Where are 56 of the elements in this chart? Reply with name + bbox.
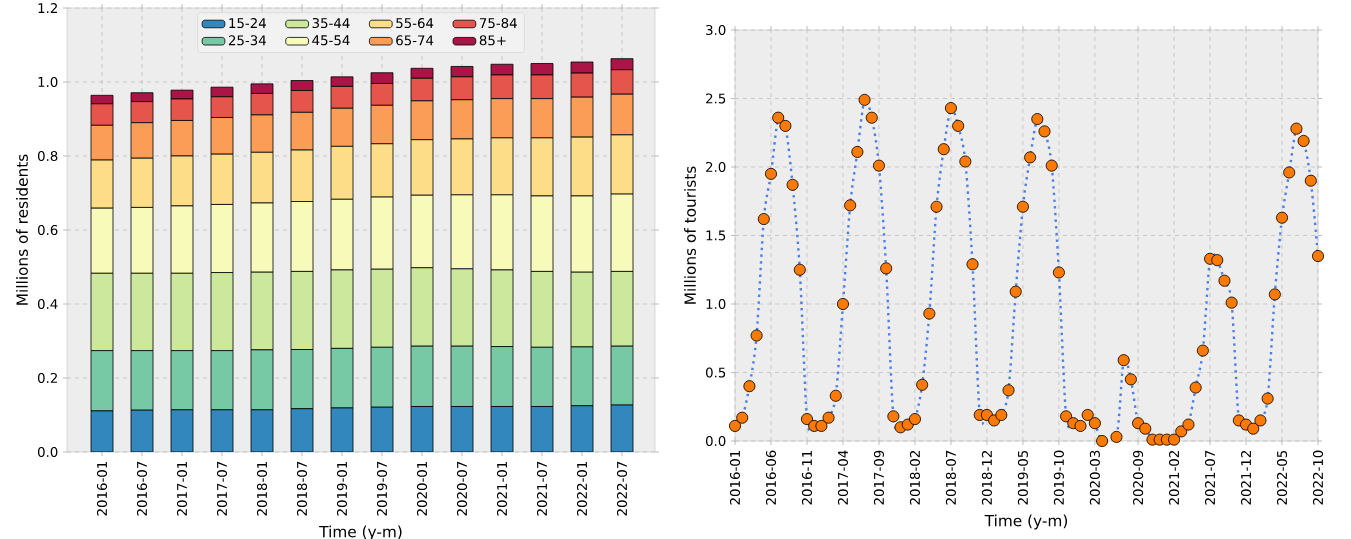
x-tick-label: 2022-10 — [1312, 450, 1324, 505]
x-tick-label: 2016-11 — [801, 450, 813, 505]
x-tick-label: 2016-01 — [729, 450, 741, 505]
y-tick-label: 1.0 — [706, 298, 726, 310]
y-tick-label: 1.0 — [38, 76, 58, 88]
x-tick-label: 2022-01 — [576, 461, 588, 516]
x-tick-label: 2019-10 — [1053, 450, 1064, 505]
x-tick-label: 2020-07 — [456, 461, 468, 516]
legend-label: 15-24 — [229, 18, 266, 29]
y-tick-label: 0.0 — [37, 446, 58, 458]
legend-label: 35-44 — [312, 18, 350, 29]
legend-label: 75-84 — [479, 18, 517, 29]
y-axis-title: Millions of residents — [16, 154, 28, 305]
x-tick-label: 2017-07 — [216, 461, 228, 516]
x-tick-label: 2019-07 — [376, 461, 388, 516]
y-tick-label: 3.0 — [706, 24, 726, 36]
x-tick-label: 2022-05 — [1276, 450, 1288, 505]
y-tick-label: 1.5 — [706, 230, 726, 241]
legend-label: 25-34 — [228, 35, 266, 46]
x-tick-label: 2017-09 — [873, 450, 884, 505]
y-tick-label: 0.0 — [705, 435, 726, 447]
x-tick-label: 2018-07 — [945, 450, 956, 505]
x-tick-label: 2019-01 — [336, 461, 348, 516]
x-tick-label: 2021-07 — [536, 461, 548, 516]
y-axis-title: Millions of tourists — [684, 166, 696, 304]
x-tick-label: 2021-01 — [496, 461, 508, 516]
x-tick-label: 2020-01 — [416, 461, 428, 516]
x-tick-label: 2020-03 — [1089, 450, 1100, 505]
legend-label: 85+ — [479, 35, 506, 46]
y-tick-label: 0.4 — [37, 298, 58, 310]
y-tick-label: 0.5 — [705, 367, 726, 378]
x-tick-label: 2021-02 — [1169, 451, 1180, 505]
x-tick-label: 2017-04 — [837, 450, 849, 505]
y-tick-label: 1.2 — [38, 3, 57, 13]
x-tick-label: 2018-07 — [296, 461, 308, 516]
x-tick-label: 2016-07 — [136, 461, 148, 516]
x-tick-label: 2018-02 — [909, 451, 920, 505]
x-tick-label: 2017-01 — [176, 461, 188, 516]
x-tick-label: 2016-06 — [765, 450, 777, 505]
x-axis-title: Time (y-m) — [984, 514, 1068, 530]
x-tick-label: 2019-05 — [1017, 450, 1028, 505]
y-tick-label: 0.8 — [37, 150, 58, 162]
x-tick-label: 2016-01 — [96, 461, 108, 516]
y-tick-label: 0.2 — [37, 372, 57, 384]
legend-label: 65-74 — [396, 35, 434, 46]
y-tick-label: 0.6 — [37, 224, 58, 236]
y-tick-label: 2.0 — [706, 161, 726, 173]
x-tick-label: 2021-07 — [1204, 450, 1216, 505]
legend-label: 55-64 — [396, 18, 434, 29]
x-tick-label: 2022-07 — [616, 461, 628, 516]
y-tick-label: 2.5 — [706, 93, 726, 104]
x-tick-label: 2020-09 — [1133, 450, 1144, 505]
x-tick-label: 2021-12 — [1240, 451, 1252, 505]
legend-label: 45-54 — [312, 35, 350, 46]
x-tick-label: 2018-12 — [981, 451, 992, 505]
x-tick-label: 2018-01 — [256, 461, 268, 516]
